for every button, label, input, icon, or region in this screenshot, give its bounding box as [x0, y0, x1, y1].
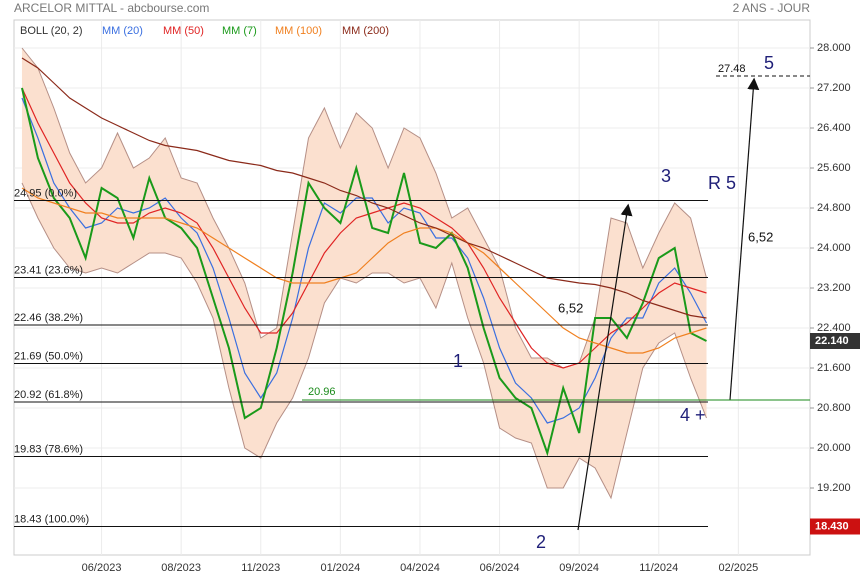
y-tick-label: 24.000 — [817, 242, 851, 254]
bollinger-fill — [21, 48, 707, 498]
price-label: 18.430 — [815, 520, 849, 532]
y-tick-label: 28.000 — [817, 42, 851, 54]
x-tick-label: 08/2023 — [161, 562, 201, 574]
legend-entry: MM (200) — [342, 25, 389, 37]
y-tick-label: 20.800 — [817, 402, 851, 414]
series-line — [21, 87, 707, 369]
fibonacci-label: 21.69 (50.0%) — [14, 350, 83, 362]
x-tick-label: 09/2024 — [559, 562, 599, 574]
x-tick-label: 06/2023 — [82, 562, 122, 574]
legend-entry: MM (7) — [222, 25, 257, 37]
y-tick-label: 27.200 — [817, 82, 851, 94]
x-tick-label: 04/2024 — [400, 562, 440, 574]
y-tick-label: 19.200 — [817, 482, 851, 494]
y-tick-label: 22.400 — [817, 322, 851, 334]
price-box — [810, 518, 860, 535]
fibonacci-label: 20.92 (61.8%) — [14, 389, 83, 401]
chart-subtitle: 2 ANS - JOUR — [733, 1, 811, 15]
legend-entry: MM (20) — [102, 25, 143, 37]
legend-entry: MM (100) — [275, 25, 322, 37]
price-box — [810, 333, 860, 349]
fibonacci-label: 22.46 (38.2%) — [14, 312, 83, 324]
series-line — [21, 87, 707, 457]
overlay: 24.95 (0.0%)23.41 (23.6%)22.46 (38.2%)21… — [14, 25, 860, 552]
chart-title: ARCELOR MITTAL - abcbourse.com — [14, 1, 209, 15]
price-label: 22.140 — [815, 335, 849, 347]
fibonacci-label: 19.83 (78.6%) — [14, 443, 83, 455]
y-tick-label: 23.200 — [817, 282, 851, 294]
series-line — [21, 57, 707, 319]
annotation: R 5 — [708, 173, 736, 193]
y-tick-label: 20.000 — [817, 442, 851, 454]
legend-entry: MM (50) — [163, 25, 204, 37]
x-tick-label: 06/2024 — [480, 562, 520, 574]
annotation: 1 — [453, 351, 463, 371]
fibonacci-label: 23.41 (23.6%) — [14, 264, 83, 276]
annotation: 5 — [764, 53, 774, 73]
y-tick-label: 24.800 — [817, 202, 851, 214]
y-tick-label: 25.600 — [817, 162, 851, 174]
annotation: 6,52 — [748, 229, 773, 244]
y-tick-label: 21.600 — [817, 362, 851, 374]
annotation: 2 — [536, 532, 546, 552]
arrow — [729, 77, 760, 401]
legend-entry: BOLL (20, 2) — [20, 25, 83, 37]
x-tick-label: 11/2023 — [241, 562, 280, 574]
support-label: 20.96 — [308, 386, 336, 398]
annotation: 27.48 — [718, 63, 746, 75]
fibonacci-label: 24.95 (0.0%) — [14, 187, 77, 199]
fibonacci-label: 18.43 (100.0%) — [14, 513, 89, 525]
arrow — [577, 203, 633, 531]
annotation: 3 — [661, 166, 671, 186]
annotation: 4 + — [680, 405, 706, 425]
y-tick-label: 26.400 — [817, 122, 851, 134]
x-tick-label: 02/2025 — [718, 562, 758, 574]
annotation: 6,52 — [558, 300, 583, 315]
x-tick-label: 11/2024 — [639, 562, 678, 574]
series-line — [21, 187, 707, 354]
x-tick-label: 01/2024 — [320, 562, 360, 574]
